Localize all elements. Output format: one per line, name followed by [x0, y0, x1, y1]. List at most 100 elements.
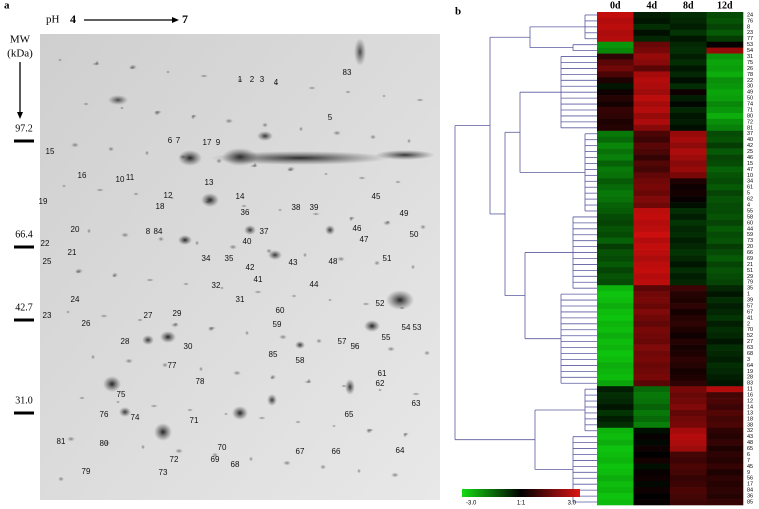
row-label: 2	[747, 321, 750, 327]
gel-spot	[216, 158, 222, 164]
gel-spot	[382, 94, 386, 98]
column-header: 12d	[717, 0, 733, 11]
heatmap-cell	[670, 178, 707, 185]
gel-spot	[386, 220, 390, 224]
heatmap-cell	[670, 356, 707, 363]
panel-label: b	[455, 6, 461, 18]
heatmap-cell	[633, 463, 671, 470]
heatmap-cell	[670, 433, 707, 440]
spot-label: 45	[372, 192, 381, 201]
heatmap-cell	[706, 314, 744, 322]
row-label: 11	[747, 387, 753, 393]
row-label: 81	[747, 125, 753, 131]
gel-spot	[62, 184, 66, 188]
spot-label: 78	[196, 377, 205, 386]
heatmap-cell	[597, 427, 634, 435]
heatmap-cell	[670, 243, 707, 250]
heatmap-cell	[670, 118, 707, 126]
spot-label: 26	[82, 319, 91, 328]
gel-spot	[320, 464, 326, 470]
heatmap-cell	[597, 59, 634, 66]
heatmap-cell	[633, 130, 671, 138]
heatmap-cell	[633, 41, 671, 48]
row-label: 43	[747, 434, 753, 440]
heatmap-cell	[706, 83, 744, 90]
heatmap-cell	[597, 255, 634, 262]
heatmap-cell	[597, 95, 634, 102]
heatmap-cell	[706, 463, 744, 470]
heatmap-cell	[597, 41, 634, 48]
gel-spot	[212, 452, 218, 458]
heatmap-cell	[597, 89, 634, 96]
gel-spot	[170, 196, 174, 200]
heatmap-cell	[706, 29, 744, 37]
heatmap-cell	[706, 386, 744, 393]
ph-start: 4	[70, 12, 76, 26]
heatmap-cell	[670, 83, 707, 90]
spot-label: 81	[57, 437, 66, 446]
gel-spot	[278, 208, 282, 212]
gel-spot	[266, 248, 272, 254]
heatmap-cell	[597, 445, 634, 452]
heatmap-cell	[633, 326, 671, 334]
heatmap-cell	[706, 392, 744, 399]
gel-spot	[224, 412, 228, 416]
gel-spot	[395, 180, 401, 184]
heatmap-cell	[670, 12, 707, 19]
heatmap-cell	[670, 255, 707, 262]
heatmap-cell	[670, 326, 707, 334]
gel-spot	[345, 90, 351, 94]
heatmap-cell	[706, 23, 744, 31]
heatmap-cell	[597, 107, 634, 114]
heatmap-cell	[597, 439, 634, 446]
heatmap-cell	[670, 225, 707, 233]
heatmap-cell	[597, 409, 634, 417]
heatmap-cell	[633, 12, 671, 19]
gel-spot	[103, 376, 121, 392]
heatmap-cell	[633, 71, 671, 78]
heatmap-cell	[706, 344, 744, 351]
heatmap-cell	[597, 124, 634, 132]
heatmap-cell	[670, 398, 707, 405]
heatmap-cell	[706, 303, 744, 310]
spot-label: 70	[218, 443, 227, 452]
heatmap-cell	[597, 35, 634, 42]
heatmap-cell	[706, 243, 744, 250]
row-label: 50	[747, 96, 753, 102]
gel-spot	[279, 334, 287, 340]
gel-spot	[308, 86, 316, 90]
heatmap-cell	[706, 338, 744, 345]
heatmap-cell	[597, 118, 634, 126]
row-label: 36	[747, 494, 753, 500]
heatmap-cell	[633, 415, 671, 423]
row-label: 59	[747, 232, 753, 238]
row-label: 18	[747, 416, 753, 422]
row-label: 39	[747, 298, 753, 304]
row-label: 69	[747, 256, 753, 262]
heatmap-cell	[633, 89, 671, 96]
heatmap-cell	[597, 362, 634, 369]
heatmap-cell	[706, 261, 744, 268]
heatmap-cell	[670, 332, 707, 339]
gel-spot	[75, 268, 83, 274]
heatmap-cell	[633, 208, 671, 215]
spot-label: 73	[159, 468, 168, 477]
gel-spot	[174, 322, 178, 326]
gel-spot	[178, 150, 202, 166]
heatmap-cell	[597, 12, 634, 19]
heatmap-cell	[706, 53, 744, 60]
heatmap-cell	[706, 47, 744, 54]
heatmap-cell	[706, 101, 744, 108]
heatmap-cell	[597, 308, 634, 316]
heatmap-cell	[633, 77, 671, 84]
heatmap-cell	[706, 350, 744, 357]
heatmap-cell	[670, 499, 707, 506]
heatmap-cell	[597, 77, 634, 84]
spot-label: 58	[296, 356, 305, 365]
row-label: 66	[747, 250, 753, 256]
spot-label: 40	[243, 237, 252, 246]
gel-spot	[316, 338, 322, 344]
heatmap-cell	[706, 433, 744, 440]
heatmap-cell	[670, 184, 707, 191]
heatmap-cell	[597, 29, 634, 37]
